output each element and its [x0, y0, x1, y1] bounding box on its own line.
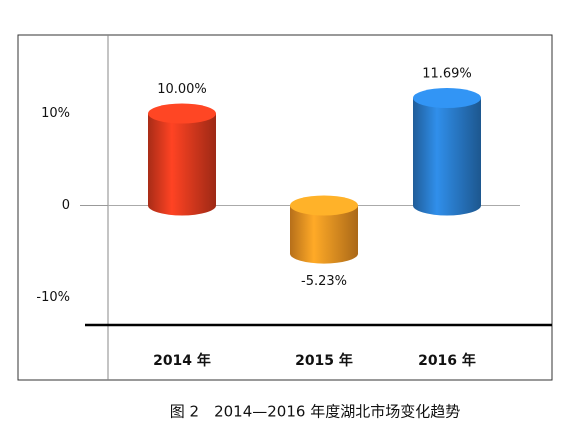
- y-tick-label: 10%: [41, 106, 70, 121]
- bar: [148, 113, 216, 206]
- chart-frame: [17, 34, 553, 381]
- bar-top: [413, 88, 481, 109]
- value-label: 10.00%: [157, 82, 207, 97]
- y-tick-label: -10%: [36, 290, 70, 305]
- x-tick-label: 2015 年: [295, 352, 353, 369]
- bar: [413, 98, 481, 206]
- bar-top: [148, 103, 216, 124]
- bar-top: [290, 195, 358, 216]
- value-label: 11.69%: [422, 67, 472, 82]
- x-tick-label: 2016 年: [418, 352, 476, 369]
- caption: 图 2 2014—2016 年度湖北市场变化趋势: [170, 403, 460, 421]
- y-tick-label: 0: [62, 198, 70, 213]
- x-tick-label: 2014 年: [153, 352, 211, 369]
- value-label: -5.23%: [301, 274, 347, 289]
